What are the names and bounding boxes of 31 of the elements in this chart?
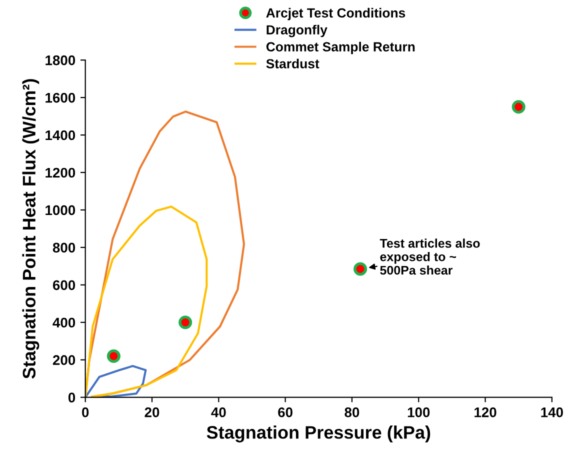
point: [512, 100, 526, 114]
point: [178, 316, 192, 330]
x-tick-label: 140: [541, 407, 563, 418]
x-tick-label: 20: [144, 407, 160, 418]
x-tick-label: 120: [474, 407, 496, 418]
x-tick-label: 40: [211, 407, 226, 418]
y-tick-label: 0: [68, 392, 76, 402]
y-tick-label: 600: [52, 280, 76, 290]
line-series: [85, 364, 147, 398]
legend-label: Arcjet Test Conditions: [266, 8, 406, 20]
y-tick-label: 1600: [46, 92, 76, 103]
point: [106, 349, 120, 363]
y-tick-label: 200: [52, 355, 76, 366]
line-series: [85, 206, 208, 398]
y-tick-label: 1200: [46, 168, 76, 178]
point: [354, 262, 368, 276]
y-tick-label: 1000: [46, 205, 76, 216]
legend-label: Commet Sample Return: [266, 42, 415, 54]
x-axis-title: Stagnation Pressure (kPa): [206, 426, 430, 442]
y-tick-label: 800: [52, 242, 76, 253]
legend-label: Dragonfly: [266, 24, 328, 38]
y-axis-title: Stagnation Point Heat Flux (W/cm²): [22, 79, 40, 379]
y-tick-label: 1800: [46, 55, 76, 66]
annotation: Test articles also exposed to ~ 500Pa shear: [380, 238, 480, 275]
x-tick-label: 0: [82, 407, 89, 418]
x-tick-label: 100: [408, 407, 430, 418]
legend-label: Stardust: [266, 58, 320, 68]
y-tick-label: 1400: [46, 130, 76, 140]
x-tick-label: 80: [344, 407, 360, 418]
x-tick-label: 60: [278, 407, 292, 418]
y-tick-label: 400: [52, 318, 76, 328]
